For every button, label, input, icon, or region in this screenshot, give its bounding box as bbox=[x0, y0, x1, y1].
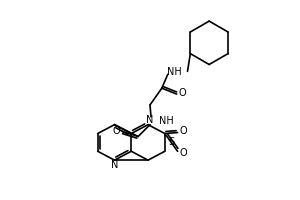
Text: O: O bbox=[180, 126, 187, 136]
Text: O: O bbox=[179, 88, 186, 98]
Text: S: S bbox=[169, 137, 175, 147]
Text: NH: NH bbox=[159, 116, 174, 126]
Text: N: N bbox=[146, 115, 154, 125]
Text: O: O bbox=[180, 148, 187, 158]
Text: N: N bbox=[111, 160, 118, 170]
Text: NH: NH bbox=[167, 67, 182, 77]
Text: O: O bbox=[113, 126, 120, 136]
